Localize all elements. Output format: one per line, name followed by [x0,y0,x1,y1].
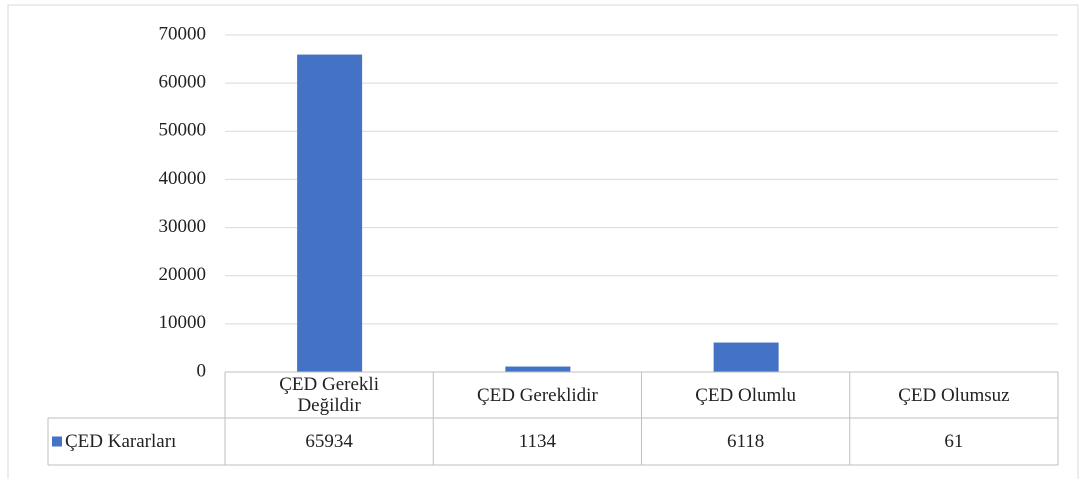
y-tick-label: 10000 [159,312,207,333]
value-cell: 6118 [726,431,765,452]
category-cell: ÇED Gereklidir [476,384,598,406]
legend-label: ÇED Kararları [65,431,176,452]
bar [505,366,571,372]
chart-border [7,4,1079,479]
value-cell: 61 [944,431,964,452]
bar [297,54,363,372]
y-tick-label: 30000 [159,216,207,237]
legend-key [52,436,62,447]
y-tick-label: 50000 [159,120,207,141]
bar [713,342,779,372]
category-cell: ÇED Olumlu [695,384,797,406]
category-cell: ÇED Olumsuz [898,384,1010,406]
y-tick-label: 40000 [159,168,207,189]
y-tick-label: 20000 [159,264,207,285]
category-cell: ÇED Gerekli Değildir [279,374,379,416]
y-tick-label: 70000 [159,23,207,44]
value-cell: 1134 [518,431,557,452]
y-tick-label: 0 [197,360,207,381]
y-tick-label: 60000 [159,72,207,93]
value-cell: 65934 [305,431,353,452]
